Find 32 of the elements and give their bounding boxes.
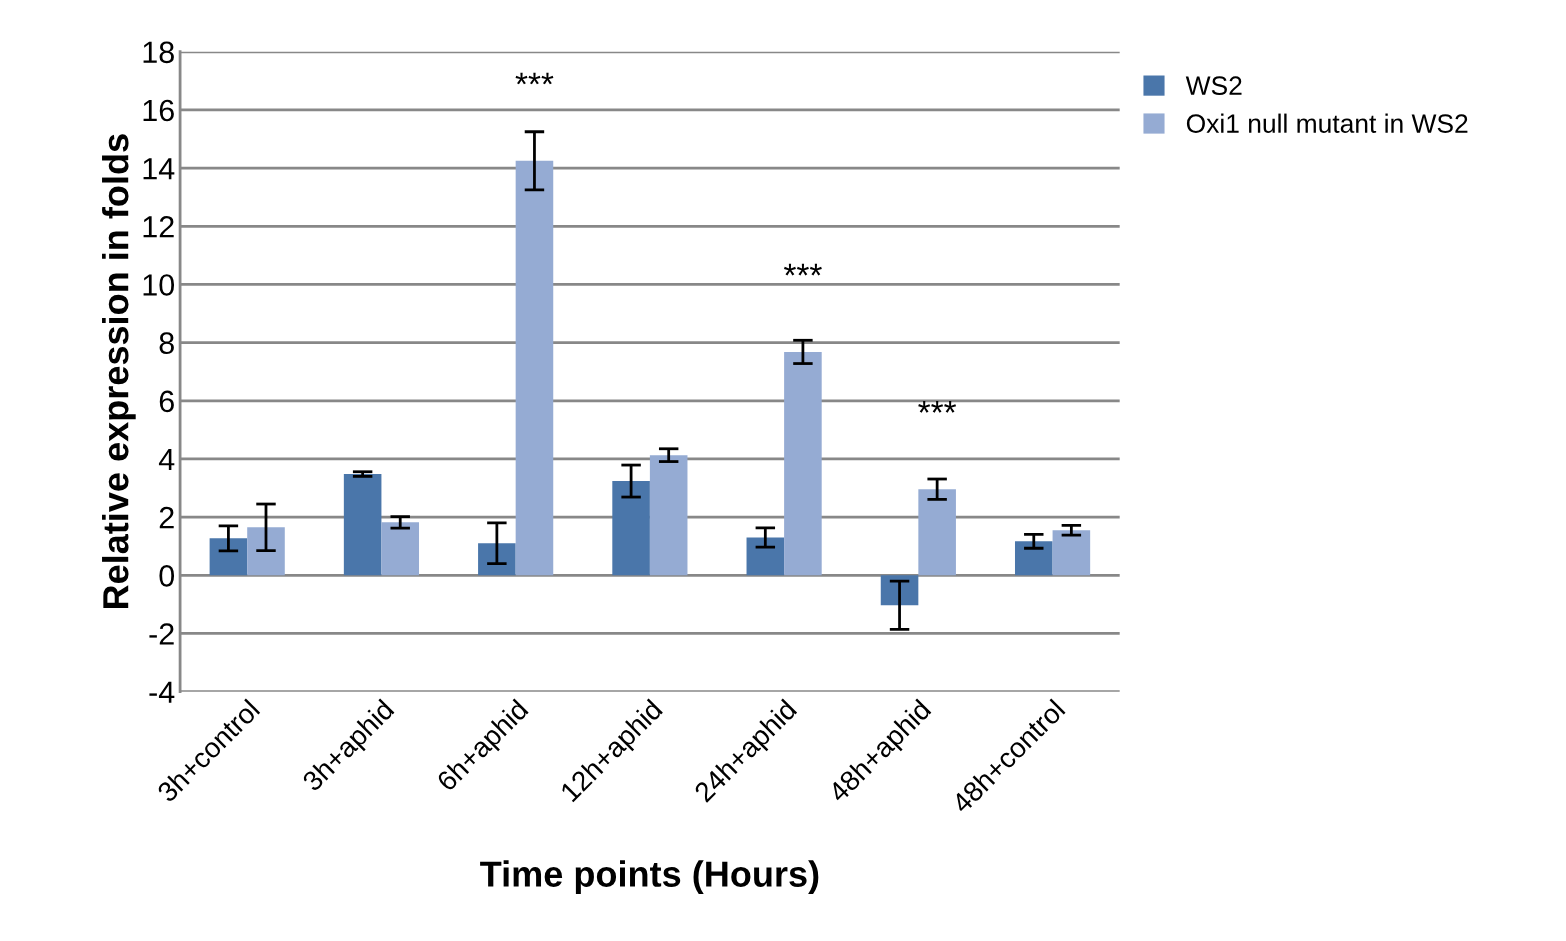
- bar: [612, 481, 650, 576]
- bar: [1052, 530, 1091, 576]
- bar: [478, 543, 516, 576]
- legend-label: WS2: [1185, 76, 1242, 96]
- bar: [746, 537, 785, 576]
- annotation: ***: [783, 263, 822, 276]
- bar: [649, 455, 688, 576]
- y-tick-label: 8: [159, 332, 174, 354]
- y-tick-label: 2: [159, 506, 174, 529]
- y-tick-label: 12: [143, 216, 174, 238]
- bar: [784, 351, 822, 576]
- y-tick-label: 14: [143, 158, 175, 180]
- bar: [209, 538, 248, 576]
- y-tick-label: 16: [143, 99, 174, 122]
- y-tick-label: 4: [158, 449, 175, 471]
- y-tick-label: 0: [159, 565, 175, 587]
- legend-label: Oxi1 null mutant in WS2: [1186, 113, 1468, 133]
- y-tick-label: -2: [149, 623, 174, 645]
- bar: [247, 527, 285, 576]
- bar: [880, 575, 919, 606]
- bar: [381, 522, 420, 576]
- bar: [918, 489, 956, 576]
- y-tick-label: 6: [159, 390, 174, 413]
- y-axis-title: Relative expression in folds: [102, 134, 136, 609]
- bar: [343, 474, 382, 576]
- annotation: ***: [515, 72, 554, 85]
- x-axis-title: Time points (Hours): [480, 860, 819, 895]
- bar: [1014, 541, 1053, 576]
- y-tick-label: 10: [143, 274, 175, 296]
- annotation: ***: [918, 401, 957, 413]
- bar: [515, 160, 554, 576]
- y-tick-label: 18: [143, 41, 174, 64]
